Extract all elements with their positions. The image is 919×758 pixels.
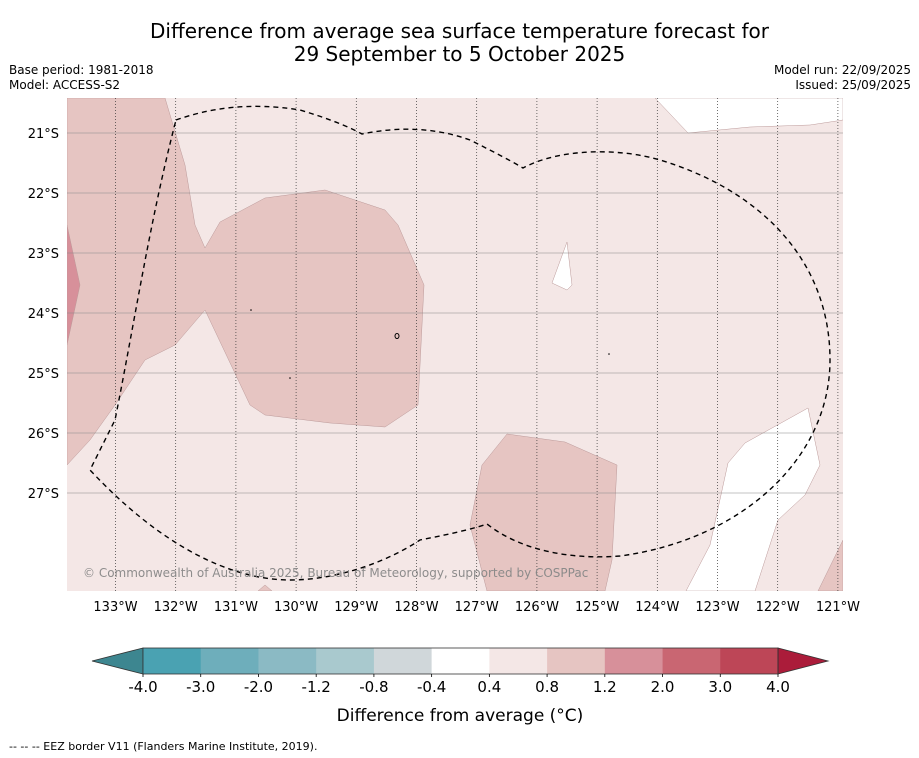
colorbar-tick-label: -3.0 [186,678,215,696]
lat-label: 24°S [28,307,59,322]
lon-label: 130°W [274,600,318,615]
colorbar-segment [662,648,721,674]
colorbar-segment [604,648,663,674]
lat-label: 25°S [28,367,59,382]
colorbar-segment [200,648,259,674]
colorbar-tick-label: 0.4 [477,678,501,696]
island [394,333,400,339]
map-title-line2: 29 September to 5 October 2025 [293,42,626,66]
colorbar-outline [142,647,779,675]
colorbar-tick-label: 2.0 [651,678,675,696]
lon-label: 126°W [515,600,559,615]
island [608,353,610,355]
eez-footnote: -- -- -- EEZ border V11 (Flanders Marine… [9,740,318,753]
model-run: Model run: 22/09/2025 [773,63,911,77]
lon-label: 122°W [756,600,800,615]
colorbar-segment [489,648,548,674]
colorbar-tick-label: -0.8 [359,678,388,696]
lon-label: 124°W [635,600,679,615]
eez-border [89,105,831,581]
colorbar-segment [720,648,779,674]
graticule [67,98,843,591]
colorbar-tick-label: 4.0 [766,678,790,696]
base-period: Base period: 1981-2018 [9,63,154,77]
map-title-line1: Difference from average sea surface temp… [149,19,769,43]
colorbar-tick-label: -1.2 [302,678,331,696]
colorbar-tick-label: 3.0 [708,678,732,696]
island [250,309,252,311]
colorbar-segment [316,648,375,674]
anomaly-0.8-1.2-bottom-edge [257,584,273,591]
lon-label: 129°W [334,600,378,615]
latitude-labels: 21°S 22°S 23°S 24°S 25°S 26°S 27°S [28,127,59,502]
anomaly-near-zero-bottom-right [685,407,821,591]
longitude-labels: 133°W 132°W 131°W 130°W 129°W 128°W 127°W 126°W… [93,600,860,615]
colorbar-tick-label: -0.4 [417,678,446,696]
lon-label: 131°W [214,600,258,615]
colorbar-segment [373,648,432,674]
map-area: © Commonwealth of Australia 2025, Bureau… [67,98,843,591]
anomaly-0.8-1.2-bottom-right [817,539,843,591]
lon-label: 128°W [394,600,438,615]
colorbar-over-extend [777,647,830,675]
colorbar-tick-label: -4.0 [128,678,157,696]
lon-label: 127°W [455,600,499,615]
lat-label: 27°S [28,487,59,502]
lon-label: 123°W [695,600,739,615]
colorbar-tick-label: 1.2 [593,678,617,696]
copyright-text: © Commonwealth of Australia 2025, Bureau… [83,566,588,580]
lon-label: 125°W [575,600,619,615]
lon-label: 133°W [93,600,137,615]
anomaly-1.2-2.0-left-edge [67,224,81,346]
lat-label: 22°S [28,187,59,202]
island [289,377,291,379]
lon-label: 132°W [154,600,198,615]
issued-date: Issued: 25/09/2025 [795,78,911,92]
lat-label: 21°S [28,127,59,142]
colorbar-segment [143,648,202,674]
colorbar-segment [258,648,317,674]
colorbar-segment [431,648,490,674]
colorbar-tick-label: 0.8 [535,678,559,696]
lat-label: 26°S [28,427,59,442]
anomaly-0.4-0.8-region [67,98,843,591]
colorbar-under-extend [91,647,144,675]
colorbar-label: Difference from average (°C) [337,706,584,726]
lon-label: 121°W [816,600,860,615]
anomaly-near-zero-small [551,241,573,291]
colorbar: -4.0 -3.0 -2.0 -1.2 -0.8 -0.4 0.4 0.8 1.2 2.0 3.0 4… [91,647,830,696]
colorbar-segment [547,648,606,674]
model-name: Model: ACCESS-S2 [9,78,121,92]
lat-label: 23°S [28,247,59,262]
anomaly-0.8-1.2-south [469,433,618,591]
colorbar-tick-label: -2.0 [244,678,273,696]
